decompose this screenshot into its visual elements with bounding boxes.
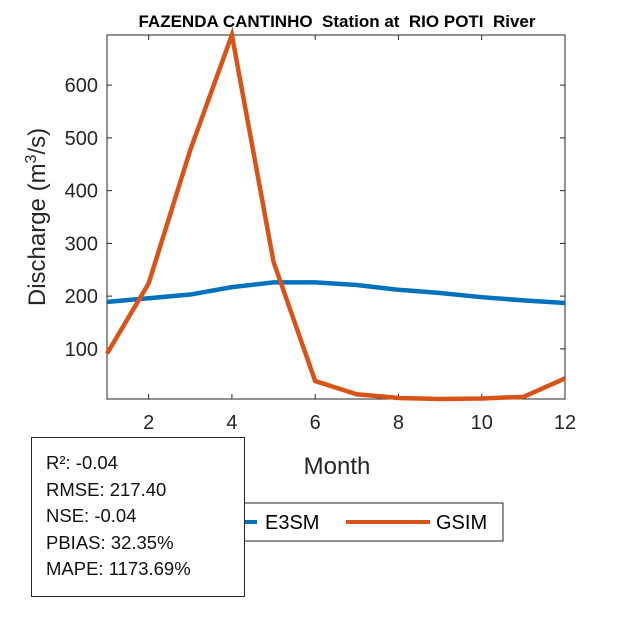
x-tick-label: 4 xyxy=(226,412,237,434)
series-line-e3sm xyxy=(106,280,566,306)
stat-rmse: RMSE: 217.40 xyxy=(46,478,167,500)
x-tick-label: 6 xyxy=(310,412,321,434)
x-tick-label: 8 xyxy=(393,412,404,434)
y-tick-label: 600 xyxy=(65,75,98,97)
series-line-gsim xyxy=(105,26,566,402)
y-axis-label: Discharge (m3/s) xyxy=(23,128,51,306)
y-tick-label: 100 xyxy=(65,339,98,361)
x-tick-label: 12 xyxy=(554,412,576,434)
stat-nse: NSE: -0.04 xyxy=(46,505,137,526)
x-tick-label: 2 xyxy=(143,412,154,434)
stat-r2: R²: -0.04 xyxy=(46,452,118,473)
y-tick-label: 200 xyxy=(65,286,98,308)
legend-label-gsim: GSIM xyxy=(436,512,487,534)
chart-title: FAZENDA CANTINHO Station at RIO POTI Riv… xyxy=(138,12,535,31)
stats-box: R²: -0.04 RMSE: 217.40 NSE: -0.04 PBIAS:… xyxy=(31,437,245,597)
legend-label-e3sm: E3SM xyxy=(265,512,319,534)
x-axis-label: Month xyxy=(304,453,371,480)
y-tick-label: 400 xyxy=(65,181,98,203)
stat-mape: MAPE: 1173.69% xyxy=(46,558,191,579)
y-tick-label: 300 xyxy=(65,233,98,255)
plot-area xyxy=(106,34,566,400)
y-tick-label: 500 xyxy=(65,128,98,150)
stat-pbias: PBIAS: 32.35% xyxy=(46,531,174,553)
x-tick-label: 10 xyxy=(471,412,493,434)
